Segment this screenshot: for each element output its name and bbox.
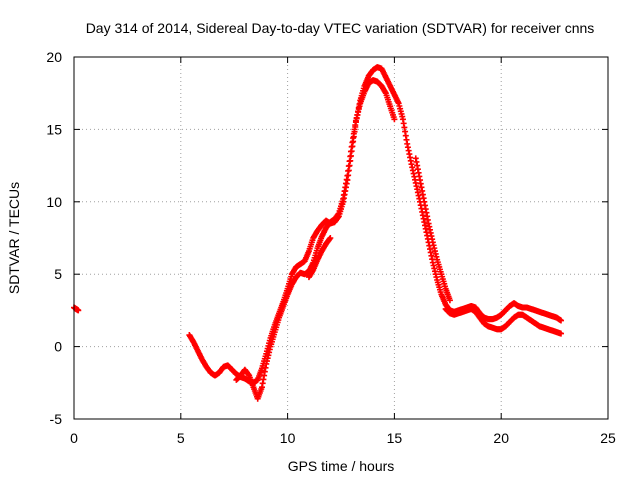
data-point bbox=[391, 116, 398, 123]
data-point bbox=[558, 330, 565, 337]
data-point bbox=[446, 297, 453, 304]
plot-frame bbox=[73, 56, 609, 420]
x-tick-label: 20 bbox=[493, 430, 509, 446]
x-tick-label: 10 bbox=[280, 430, 296, 446]
x-tick-label: 0 bbox=[70, 430, 78, 446]
data-points bbox=[71, 64, 565, 402]
chart-title: Day 314 of 2014, Sidereal Day-to-day VTE… bbox=[86, 20, 595, 36]
grid bbox=[74, 57, 608, 419]
data-point bbox=[75, 307, 82, 314]
y-tick-label: 5 bbox=[54, 266, 62, 282]
y-tick-label: 15 bbox=[46, 121, 62, 137]
y-tick-label: 0 bbox=[54, 339, 62, 355]
data-point bbox=[558, 317, 565, 324]
x-tick-label: 15 bbox=[387, 430, 403, 446]
x-tick-label: 5 bbox=[177, 430, 185, 446]
y-tick-label: 10 bbox=[46, 194, 62, 210]
x-axis-label: GPS time / hours bbox=[288, 458, 395, 474]
y-tick-label: -5 bbox=[50, 411, 63, 427]
y-axis-label: SDTVAR / TECUs bbox=[6, 182, 22, 294]
axis-ticks: 0 5 10 15 20 25 -5 0 5 10 15 20 bbox=[46, 49, 616, 446]
data-point bbox=[327, 235, 334, 241]
x-tick-label: 25 bbox=[600, 430, 616, 446]
y-tick-label: 20 bbox=[46, 49, 62, 65]
